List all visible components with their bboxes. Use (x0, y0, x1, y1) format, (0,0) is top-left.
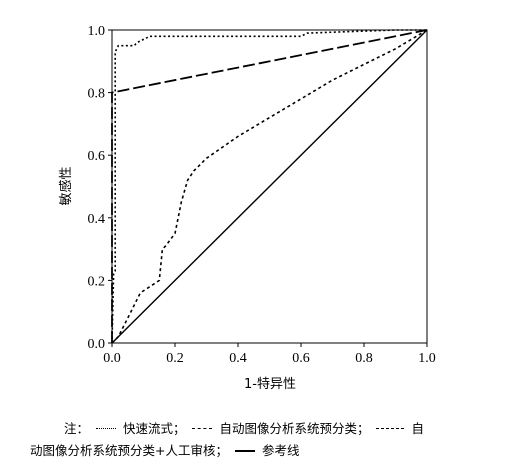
plot-frame (111, 29, 428, 344)
series-line-dotted (111, 29, 427, 344)
x-tick-label: 0.2 (166, 351, 184, 366)
y-axis-title: 敏感性 (58, 166, 74, 205)
note-line-1: 注： 快速流式； 自动图像分析系统预分类； 自 (30, 418, 500, 440)
y-tick-label: 0.8 (88, 87, 106, 102)
y-tick-label: 0.4 (88, 212, 106, 227)
note-item-auto-review-end: 动图像分析系统预分类+人工审核； (30, 443, 228, 458)
y-tick-label: 0.2 (88, 274, 106, 289)
x-tick-label: 0.8 (355, 351, 373, 366)
note-prefix: 注： (64, 421, 90, 436)
y-tick-label: 0.0 (88, 337, 106, 352)
series-line-short-dash (111, 29, 428, 344)
series-line-long-dash (111, 29, 428, 343)
x-tick-label: 0.0 (103, 351, 121, 366)
long-dash-line-symbol (376, 428, 405, 429)
solid-line-symbol (234, 449, 255, 452)
roc-chart: 0.0 0.2 0.4 0.6 0.8 1.0 0.0 0.2 0.4 0.6 0.8 1.0 1-特… (58, 24, 436, 392)
series-line-solid (111, 29, 428, 344)
y-tick-label: 1.0 (88, 24, 106, 39)
short-dash-line-symbol (192, 428, 213, 429)
dotted-line-symbol (96, 428, 116, 429)
x-tick-label: 1.0 (418, 351, 436, 366)
x-tick-label: 0.6 (292, 351, 310, 366)
note-item-fast-flow: 快速流式； (122, 421, 186, 436)
note-item-reference: 参考线 (261, 443, 300, 458)
chart-note: 注： 快速流式； 自动图像分析系统预分类； 自 动图像分析系统预分类+人工审核；… (30, 418, 500, 462)
y-tick-label: 0.6 (88, 149, 106, 164)
note-line-2: 动图像分析系统预分类+人工审核； 参考线 (30, 440, 500, 462)
note-item-auto-image: 自动图像分析系统预分类； (219, 421, 370, 436)
x-axis-title: 1-特异性 (244, 377, 296, 392)
x-tick-label: 0.4 (229, 351, 247, 366)
note-item-auto-review-start: 自 (411, 421, 424, 436)
